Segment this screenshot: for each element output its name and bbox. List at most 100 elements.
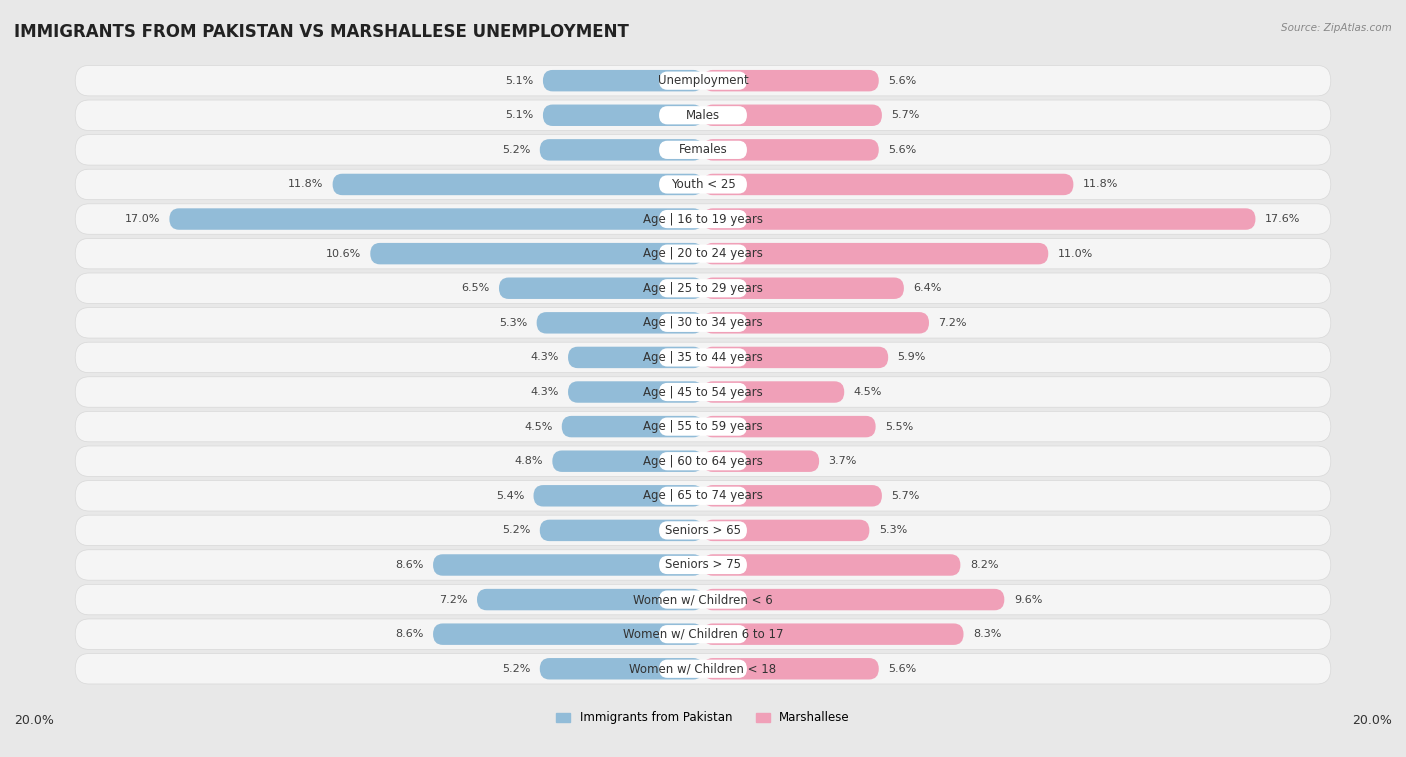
FancyBboxPatch shape <box>540 658 703 680</box>
FancyBboxPatch shape <box>568 382 703 403</box>
FancyBboxPatch shape <box>659 348 747 366</box>
FancyBboxPatch shape <box>75 273 1331 304</box>
Text: 5.7%: 5.7% <box>891 491 920 501</box>
FancyBboxPatch shape <box>703 347 889 368</box>
Text: 5.3%: 5.3% <box>879 525 907 535</box>
FancyBboxPatch shape <box>562 416 703 438</box>
Text: 20.0%: 20.0% <box>1353 714 1392 727</box>
FancyBboxPatch shape <box>659 590 747 609</box>
FancyBboxPatch shape <box>659 418 747 436</box>
FancyBboxPatch shape <box>659 72 747 90</box>
FancyBboxPatch shape <box>75 550 1331 580</box>
FancyBboxPatch shape <box>477 589 703 610</box>
FancyBboxPatch shape <box>533 485 703 506</box>
Text: Age | 35 to 44 years: Age | 35 to 44 years <box>643 351 763 364</box>
Text: Females: Females <box>679 143 727 157</box>
FancyBboxPatch shape <box>703 139 879 160</box>
Text: 4.8%: 4.8% <box>515 456 543 466</box>
FancyBboxPatch shape <box>543 70 703 92</box>
Text: 5.6%: 5.6% <box>889 664 917 674</box>
FancyBboxPatch shape <box>75 446 1331 476</box>
FancyBboxPatch shape <box>703 554 960 576</box>
FancyBboxPatch shape <box>659 176 747 194</box>
FancyBboxPatch shape <box>543 104 703 126</box>
Legend: Immigrants from Pakistan, Marshallese: Immigrants from Pakistan, Marshallese <box>551 707 855 729</box>
Text: 17.0%: 17.0% <box>125 214 160 224</box>
FancyBboxPatch shape <box>75 100 1331 130</box>
Text: Seniors > 75: Seniors > 75 <box>665 559 741 572</box>
FancyBboxPatch shape <box>659 522 747 540</box>
FancyBboxPatch shape <box>433 624 703 645</box>
FancyBboxPatch shape <box>703 519 869 541</box>
FancyBboxPatch shape <box>75 204 1331 234</box>
FancyBboxPatch shape <box>703 243 1049 264</box>
FancyBboxPatch shape <box>659 556 747 574</box>
FancyBboxPatch shape <box>499 278 703 299</box>
FancyBboxPatch shape <box>703 312 929 334</box>
Text: 6.5%: 6.5% <box>461 283 489 293</box>
FancyBboxPatch shape <box>169 208 703 230</box>
Text: 8.3%: 8.3% <box>973 629 1001 639</box>
Text: 5.2%: 5.2% <box>502 664 530 674</box>
Text: 11.0%: 11.0% <box>1057 248 1092 259</box>
FancyBboxPatch shape <box>703 70 879 92</box>
Text: 8.6%: 8.6% <box>395 629 423 639</box>
FancyBboxPatch shape <box>703 278 904 299</box>
Text: 11.8%: 11.8% <box>288 179 323 189</box>
Text: 5.1%: 5.1% <box>505 111 533 120</box>
FancyBboxPatch shape <box>659 210 747 228</box>
FancyBboxPatch shape <box>333 173 703 195</box>
Text: Women w/ Children 6 to 17: Women w/ Children 6 to 17 <box>623 628 783 640</box>
Text: 4.5%: 4.5% <box>524 422 553 431</box>
FancyBboxPatch shape <box>75 377 1331 407</box>
FancyBboxPatch shape <box>537 312 703 334</box>
FancyBboxPatch shape <box>703 658 879 680</box>
FancyBboxPatch shape <box>703 173 1073 195</box>
FancyBboxPatch shape <box>703 208 1256 230</box>
FancyBboxPatch shape <box>703 382 844 403</box>
FancyBboxPatch shape <box>659 383 747 401</box>
FancyBboxPatch shape <box>540 519 703 541</box>
Text: 10.6%: 10.6% <box>326 248 361 259</box>
Text: IMMIGRANTS FROM PAKISTAN VS MARSHALLESE UNEMPLOYMENT: IMMIGRANTS FROM PAKISTAN VS MARSHALLESE … <box>14 23 628 41</box>
FancyBboxPatch shape <box>659 452 747 470</box>
Text: 17.6%: 17.6% <box>1265 214 1301 224</box>
Text: 5.9%: 5.9% <box>897 353 927 363</box>
FancyBboxPatch shape <box>75 170 1331 200</box>
FancyBboxPatch shape <box>540 139 703 160</box>
FancyBboxPatch shape <box>703 416 876 438</box>
Text: 11.8%: 11.8% <box>1083 179 1118 189</box>
FancyBboxPatch shape <box>370 243 703 264</box>
FancyBboxPatch shape <box>703 450 820 472</box>
Text: 7.2%: 7.2% <box>439 594 468 605</box>
Text: Age | 65 to 74 years: Age | 65 to 74 years <box>643 489 763 503</box>
Text: 6.4%: 6.4% <box>914 283 942 293</box>
Text: 9.6%: 9.6% <box>1014 594 1042 605</box>
Text: Youth < 25: Youth < 25 <box>671 178 735 191</box>
FancyBboxPatch shape <box>75 307 1331 338</box>
Text: 5.5%: 5.5% <box>884 422 914 431</box>
Text: 4.3%: 4.3% <box>530 353 558 363</box>
Text: Age | 45 to 54 years: Age | 45 to 54 years <box>643 385 763 398</box>
FancyBboxPatch shape <box>75 238 1331 269</box>
Text: 20.0%: 20.0% <box>14 714 53 727</box>
Text: Seniors > 65: Seniors > 65 <box>665 524 741 537</box>
FancyBboxPatch shape <box>75 481 1331 511</box>
FancyBboxPatch shape <box>659 245 747 263</box>
FancyBboxPatch shape <box>659 313 747 332</box>
Text: Women w/ Children < 6: Women w/ Children < 6 <box>633 593 773 606</box>
FancyBboxPatch shape <box>75 619 1331 650</box>
Text: Age | 25 to 29 years: Age | 25 to 29 years <box>643 282 763 294</box>
Text: 5.2%: 5.2% <box>502 145 530 155</box>
FancyBboxPatch shape <box>659 279 747 298</box>
FancyBboxPatch shape <box>75 653 1331 684</box>
FancyBboxPatch shape <box>703 624 963 645</box>
Text: Age | 30 to 34 years: Age | 30 to 34 years <box>643 316 763 329</box>
Text: Age | 55 to 59 years: Age | 55 to 59 years <box>643 420 763 433</box>
Text: Age | 60 to 64 years: Age | 60 to 64 years <box>643 455 763 468</box>
Text: 4.3%: 4.3% <box>530 387 558 397</box>
Text: 5.3%: 5.3% <box>499 318 527 328</box>
Text: 8.6%: 8.6% <box>395 560 423 570</box>
FancyBboxPatch shape <box>433 554 703 576</box>
FancyBboxPatch shape <box>659 487 747 505</box>
